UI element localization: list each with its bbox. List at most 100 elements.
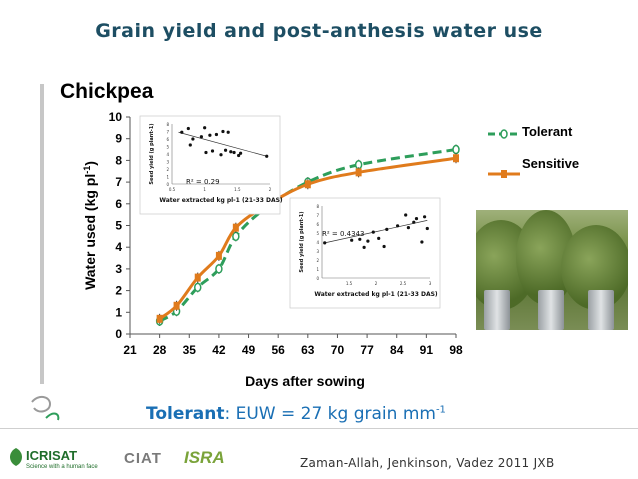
y-tick-label: 5 bbox=[115, 219, 122, 233]
x-tick-label: 84 bbox=[390, 343, 404, 357]
inset-scatter-1-point bbox=[237, 153, 241, 158]
data-point-sensitive bbox=[173, 301, 180, 310]
inset-scatter-2-trendline bbox=[324, 220, 428, 244]
inset-scatter-1-x-tick-label: 0.5 bbox=[169, 187, 176, 192]
chart-legend: Tolerant Sensitive bbox=[486, 120, 616, 190]
inset-scatter-2-point bbox=[414, 217, 419, 221]
inset-scatter-1-point bbox=[204, 150, 208, 155]
data-point-sensitive bbox=[304, 180, 311, 189]
inset-scatter-1-trendline bbox=[178, 131, 267, 157]
inset-scatter-1-y-tick-label: 3 bbox=[166, 160, 169, 165]
x-tick-label: 42 bbox=[212, 343, 226, 357]
data-point-sensitive bbox=[355, 168, 362, 177]
inset-scatter-2-y-tick-label: 6 bbox=[316, 222, 319, 227]
inset-scatter-2-x-tick-label: 1.5 bbox=[346, 281, 353, 286]
inset-scatter-2-point bbox=[423, 215, 427, 219]
inset-scatter-2-point bbox=[371, 230, 375, 234]
inset-scatter-2-x-tick-label: 2 bbox=[375, 281, 378, 286]
decorative-swirl-icon bbox=[31, 396, 60, 421]
legend-markers bbox=[488, 129, 520, 178]
inset-scatter-2-point bbox=[323, 241, 327, 245]
legend-tolerant-label: Tolerant bbox=[522, 124, 573, 139]
citation: Zaman-Allah, Jenkinson, Vadez 2011 JXB bbox=[300, 456, 555, 470]
data-point-tolerant bbox=[193, 282, 202, 293]
data-point-sensitive bbox=[232, 223, 239, 232]
section-title: Chickpea bbox=[60, 80, 154, 103]
inset-scatter-2-point bbox=[396, 224, 400, 228]
x-tick-label: 35 bbox=[183, 343, 197, 357]
y-tick-label: 3 bbox=[115, 262, 122, 276]
inset-scatter-1-y-tick-label: 2 bbox=[166, 167, 169, 172]
left-decorative-rule bbox=[40, 84, 44, 384]
efficiency-label: Tolerant bbox=[146, 404, 225, 424]
ciat-logo: CIAT bbox=[124, 450, 162, 467]
data-point-tolerant bbox=[232, 231, 240, 242]
x-tick-label: 77 bbox=[360, 343, 374, 357]
legend-sensitive-label: Sensitive bbox=[522, 156, 580, 171]
efficiency-statement: Tolerant: EUW = 27 kg grain mm-1 bbox=[146, 404, 446, 424]
inset-scatter-1-y-tick-label: 4 bbox=[166, 152, 169, 157]
inset-scatter-1-point bbox=[221, 129, 225, 134]
inset-scatter-1-point bbox=[191, 137, 195, 141]
icrisat-leaf-icon bbox=[10, 448, 22, 466]
slide-title: Grain yield and post-anthesis water use bbox=[95, 20, 543, 42]
inset-scatter-2-y-tick-label: 0 bbox=[316, 276, 319, 281]
data-point-tolerant bbox=[215, 264, 223, 274]
footer-logos: ICRISAT Science with a human face CIAT I… bbox=[6, 440, 266, 476]
inset-scatter-2-point bbox=[350, 238, 354, 242]
inset-scatter-1-point bbox=[232, 150, 236, 155]
icrisat-logo: ICRISAT bbox=[26, 448, 78, 463]
inset-scatter-1-r2-annotation: R² = 0.29 bbox=[186, 178, 220, 186]
inset-scatter-1-y-tick-label: 7 bbox=[166, 130, 169, 135]
data-point-sensitive bbox=[215, 251, 222, 260]
inset-scatter-2-frame bbox=[289, 197, 441, 309]
x-tick-label: 70 bbox=[331, 343, 345, 357]
inset-scatter-2-point bbox=[382, 244, 386, 249]
y-tick-label: 0 bbox=[115, 327, 122, 341]
inset-scatter-1-y-tick-label: 6 bbox=[166, 137, 169, 142]
inset-scatter-1-y-label: Seed yield (g plant-1) bbox=[149, 123, 155, 184]
inset-scatter-2-point bbox=[425, 226, 429, 231]
inset-scatter-1: 0 1 2 3 4 5 6 7 8 0.5 1 1.5 2 Water extracted kg pl-1… bbox=[139, 115, 283, 215]
inset-scatter-2-point bbox=[406, 226, 410, 230]
inset-scatter-1-point bbox=[223, 148, 228, 152]
inset-scatter-1-point bbox=[239, 151, 243, 155]
inset-scatter-1-point bbox=[210, 149, 215, 153]
x-axis-label: Days after sowing bbox=[245, 373, 365, 389]
inset-scatter-2-point bbox=[404, 213, 408, 217]
data-point-sensitive bbox=[194, 273, 201, 282]
inset-scatter-1-point bbox=[203, 126, 207, 130]
inset-scatter-1-point bbox=[265, 154, 269, 158]
x-tick-label: 28 bbox=[153, 343, 167, 357]
inset-scatter-2-point bbox=[385, 227, 389, 231]
y-tick-label: 1 bbox=[115, 305, 122, 319]
inset-scatter-1-x-tick-label: 1.5 bbox=[234, 187, 241, 192]
legend-tolerant-marker bbox=[500, 129, 508, 139]
y-tick-label: 2 bbox=[115, 284, 122, 298]
inset-scatter-1-point bbox=[180, 130, 184, 134]
x-tick-label: 21 bbox=[123, 343, 137, 357]
efficiency-text: : EUW = 27 kg grain mm bbox=[224, 404, 436, 424]
inset-scatter-1-y-tick-label: 5 bbox=[166, 145, 169, 150]
inset-scatter-2-point bbox=[366, 239, 370, 243]
y-tick-label: 9 bbox=[115, 132, 122, 146]
y-axis-label-close: ) bbox=[82, 161, 98, 166]
x-tick-label: 49 bbox=[242, 343, 256, 357]
inset-scatter-1-point bbox=[188, 143, 192, 147]
inset-scatter-1-frame bbox=[139, 115, 281, 215]
x-tick-label: 63 bbox=[301, 343, 315, 357]
inset-scatter-2-y-tick-label: 1 bbox=[316, 267, 319, 272]
y-tick-label: 4 bbox=[115, 240, 122, 254]
inset-scatter-1-x-tick-label: 2 bbox=[269, 187, 272, 192]
inset-scatter-2-y-tick-label: 3 bbox=[316, 249, 319, 254]
inset-scatter-1-y-tick-label: 1 bbox=[166, 175, 169, 180]
inset-scatter-1-point bbox=[186, 126, 190, 131]
data-point-sensitive bbox=[453, 154, 459, 163]
isra-logo: ISRA bbox=[184, 448, 225, 467]
x-tick-label: 91 bbox=[420, 343, 434, 357]
inset-scatter-2-y-tick-label: 7 bbox=[316, 213, 319, 218]
data-point-sensitive bbox=[156, 314, 163, 323]
efficiency-exponent: -1 bbox=[435, 404, 446, 416]
inset-scatter-2-y-tick-label: 8 bbox=[316, 204, 319, 209]
